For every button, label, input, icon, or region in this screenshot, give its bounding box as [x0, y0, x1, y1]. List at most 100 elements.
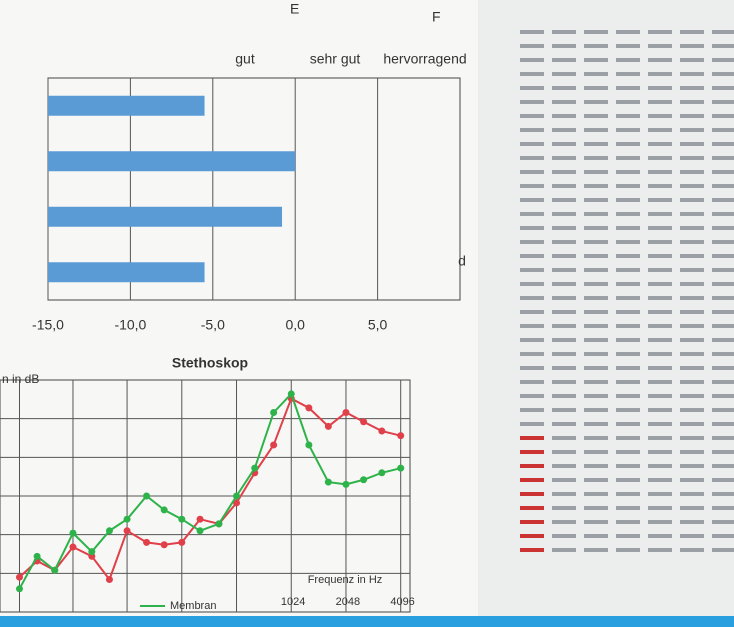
cell-text [648, 506, 672, 510]
cell-text [648, 436, 672, 440]
cell-text [680, 58, 704, 62]
cell-text [712, 534, 734, 538]
point [342, 481, 349, 488]
cell-text [712, 324, 734, 328]
cell-text [616, 310, 640, 314]
cell-text [712, 380, 734, 384]
cell-text [712, 506, 734, 510]
cell-text [648, 156, 672, 160]
cell-text [680, 212, 704, 216]
cell-text [584, 268, 608, 272]
point [106, 527, 113, 534]
cell-text [552, 506, 576, 510]
cell-text [648, 310, 672, 314]
cell-text [552, 100, 576, 104]
point [161, 541, 168, 548]
point [288, 390, 295, 397]
cell-text [520, 240, 544, 244]
cell-text [584, 548, 608, 552]
cell-text [680, 128, 704, 132]
cell-text [584, 492, 608, 496]
x-axis-label: Frequenz in Hz [308, 574, 383, 586]
cell-text [648, 394, 672, 398]
cell-text [552, 548, 576, 552]
point [88, 548, 95, 555]
cell-text [520, 184, 544, 188]
cell-text [616, 240, 640, 244]
x-tick-label: 0,0 [285, 317, 305, 333]
point [143, 539, 150, 546]
taskbar [0, 616, 734, 627]
screen-photo: E F -15,0-10,0-5,00,05,0gutsehr guthervo… [0, 0, 734, 627]
cell-text [584, 422, 608, 426]
point [270, 409, 277, 416]
bar [48, 151, 295, 171]
cell-text [712, 436, 734, 440]
cell-text [712, 352, 734, 356]
cell-text [584, 254, 608, 258]
cell-text [648, 184, 672, 188]
cell-text [680, 366, 704, 370]
cell-text [552, 268, 576, 272]
cell-text [616, 212, 640, 216]
point [378, 428, 385, 435]
cell-text [520, 380, 544, 384]
cell-text [552, 338, 576, 342]
cell-text [648, 478, 672, 482]
cell-text [520, 366, 544, 370]
cell-text [712, 72, 734, 76]
cell-text [552, 324, 576, 328]
cell-text [552, 492, 576, 496]
cell-text [680, 156, 704, 160]
cell-text [584, 520, 608, 524]
cell-text [648, 198, 672, 202]
cell-text [648, 72, 672, 76]
cell-text [616, 72, 640, 76]
cell-text [616, 100, 640, 104]
point [305, 404, 312, 411]
cell-text [552, 142, 576, 146]
cell-text [584, 296, 608, 300]
cell-text [584, 170, 608, 174]
cell-text [712, 296, 734, 300]
cell-text [616, 170, 640, 174]
cell-text [552, 170, 576, 174]
cell-text [584, 114, 608, 118]
cell-text [712, 198, 734, 202]
cell-text [584, 142, 608, 146]
cell-text [616, 478, 640, 482]
cell-text [584, 352, 608, 356]
column-label: gut [235, 51, 255, 67]
cell-text [648, 44, 672, 48]
chart-title: Stethoskop [172, 355, 248, 371]
cell-text [584, 156, 608, 160]
point [69, 544, 76, 551]
cell-text [552, 352, 576, 356]
cell-text [712, 450, 734, 454]
point [305, 441, 312, 448]
cell-text [520, 394, 544, 398]
cell-text [616, 492, 640, 496]
cell-text [680, 520, 704, 524]
cell-text [680, 170, 704, 174]
cell-text [584, 240, 608, 244]
cell-text [648, 268, 672, 272]
cell-text [712, 366, 734, 370]
point [233, 493, 240, 500]
cell-text [712, 170, 734, 174]
cell-text [552, 212, 576, 216]
cell-text [552, 226, 576, 230]
cell-text [552, 254, 576, 258]
cell-text [648, 324, 672, 328]
cell-text [616, 450, 640, 454]
cell-text [552, 366, 576, 370]
cell-text [616, 184, 640, 188]
cell-text [648, 450, 672, 454]
cell-text [552, 436, 576, 440]
cell-text [552, 240, 576, 244]
point [360, 476, 367, 483]
cell-text [648, 520, 672, 524]
cell-text [712, 128, 734, 132]
cell-text [648, 212, 672, 216]
cell-text [552, 128, 576, 132]
